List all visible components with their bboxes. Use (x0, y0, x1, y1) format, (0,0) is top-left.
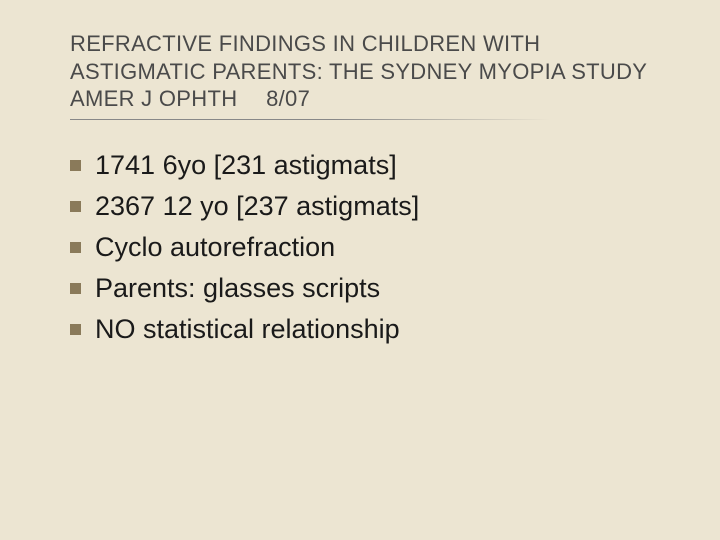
slide-title: REFRACTIVE FINDINGS IN CHILDREN WITH AST… (70, 30, 660, 113)
list-item: NO statistical relationship (70, 312, 660, 347)
bullet-text: NO statistical relationship (95, 312, 400, 347)
bullet-icon (70, 242, 81, 253)
bullet-text: 2367 12 yo [237 astigmats] (95, 189, 419, 224)
list-item: Parents: glasses scripts (70, 271, 660, 306)
title-underline (70, 119, 550, 120)
list-item: Cyclo autorefraction (70, 230, 660, 265)
bullet-text: Parents: glasses scripts (95, 271, 380, 306)
list-item: 1741 6yo [231 astigmats] (70, 148, 660, 183)
bullet-text: 1741 6yo [231 astigmats] (95, 148, 397, 183)
bullet-icon (70, 324, 81, 335)
slide: REFRACTIVE FINDINGS IN CHILDREN WITH AST… (0, 0, 720, 540)
bullet-icon (70, 283, 81, 294)
bullet-icon (70, 160, 81, 171)
bullet-list: 1741 6yo [231 astigmats] 2367 12 yo [237… (70, 148, 660, 347)
bullet-text: Cyclo autorefraction (95, 230, 335, 265)
bullet-icon (70, 201, 81, 212)
list-item: 2367 12 yo [237 astigmats] (70, 189, 660, 224)
